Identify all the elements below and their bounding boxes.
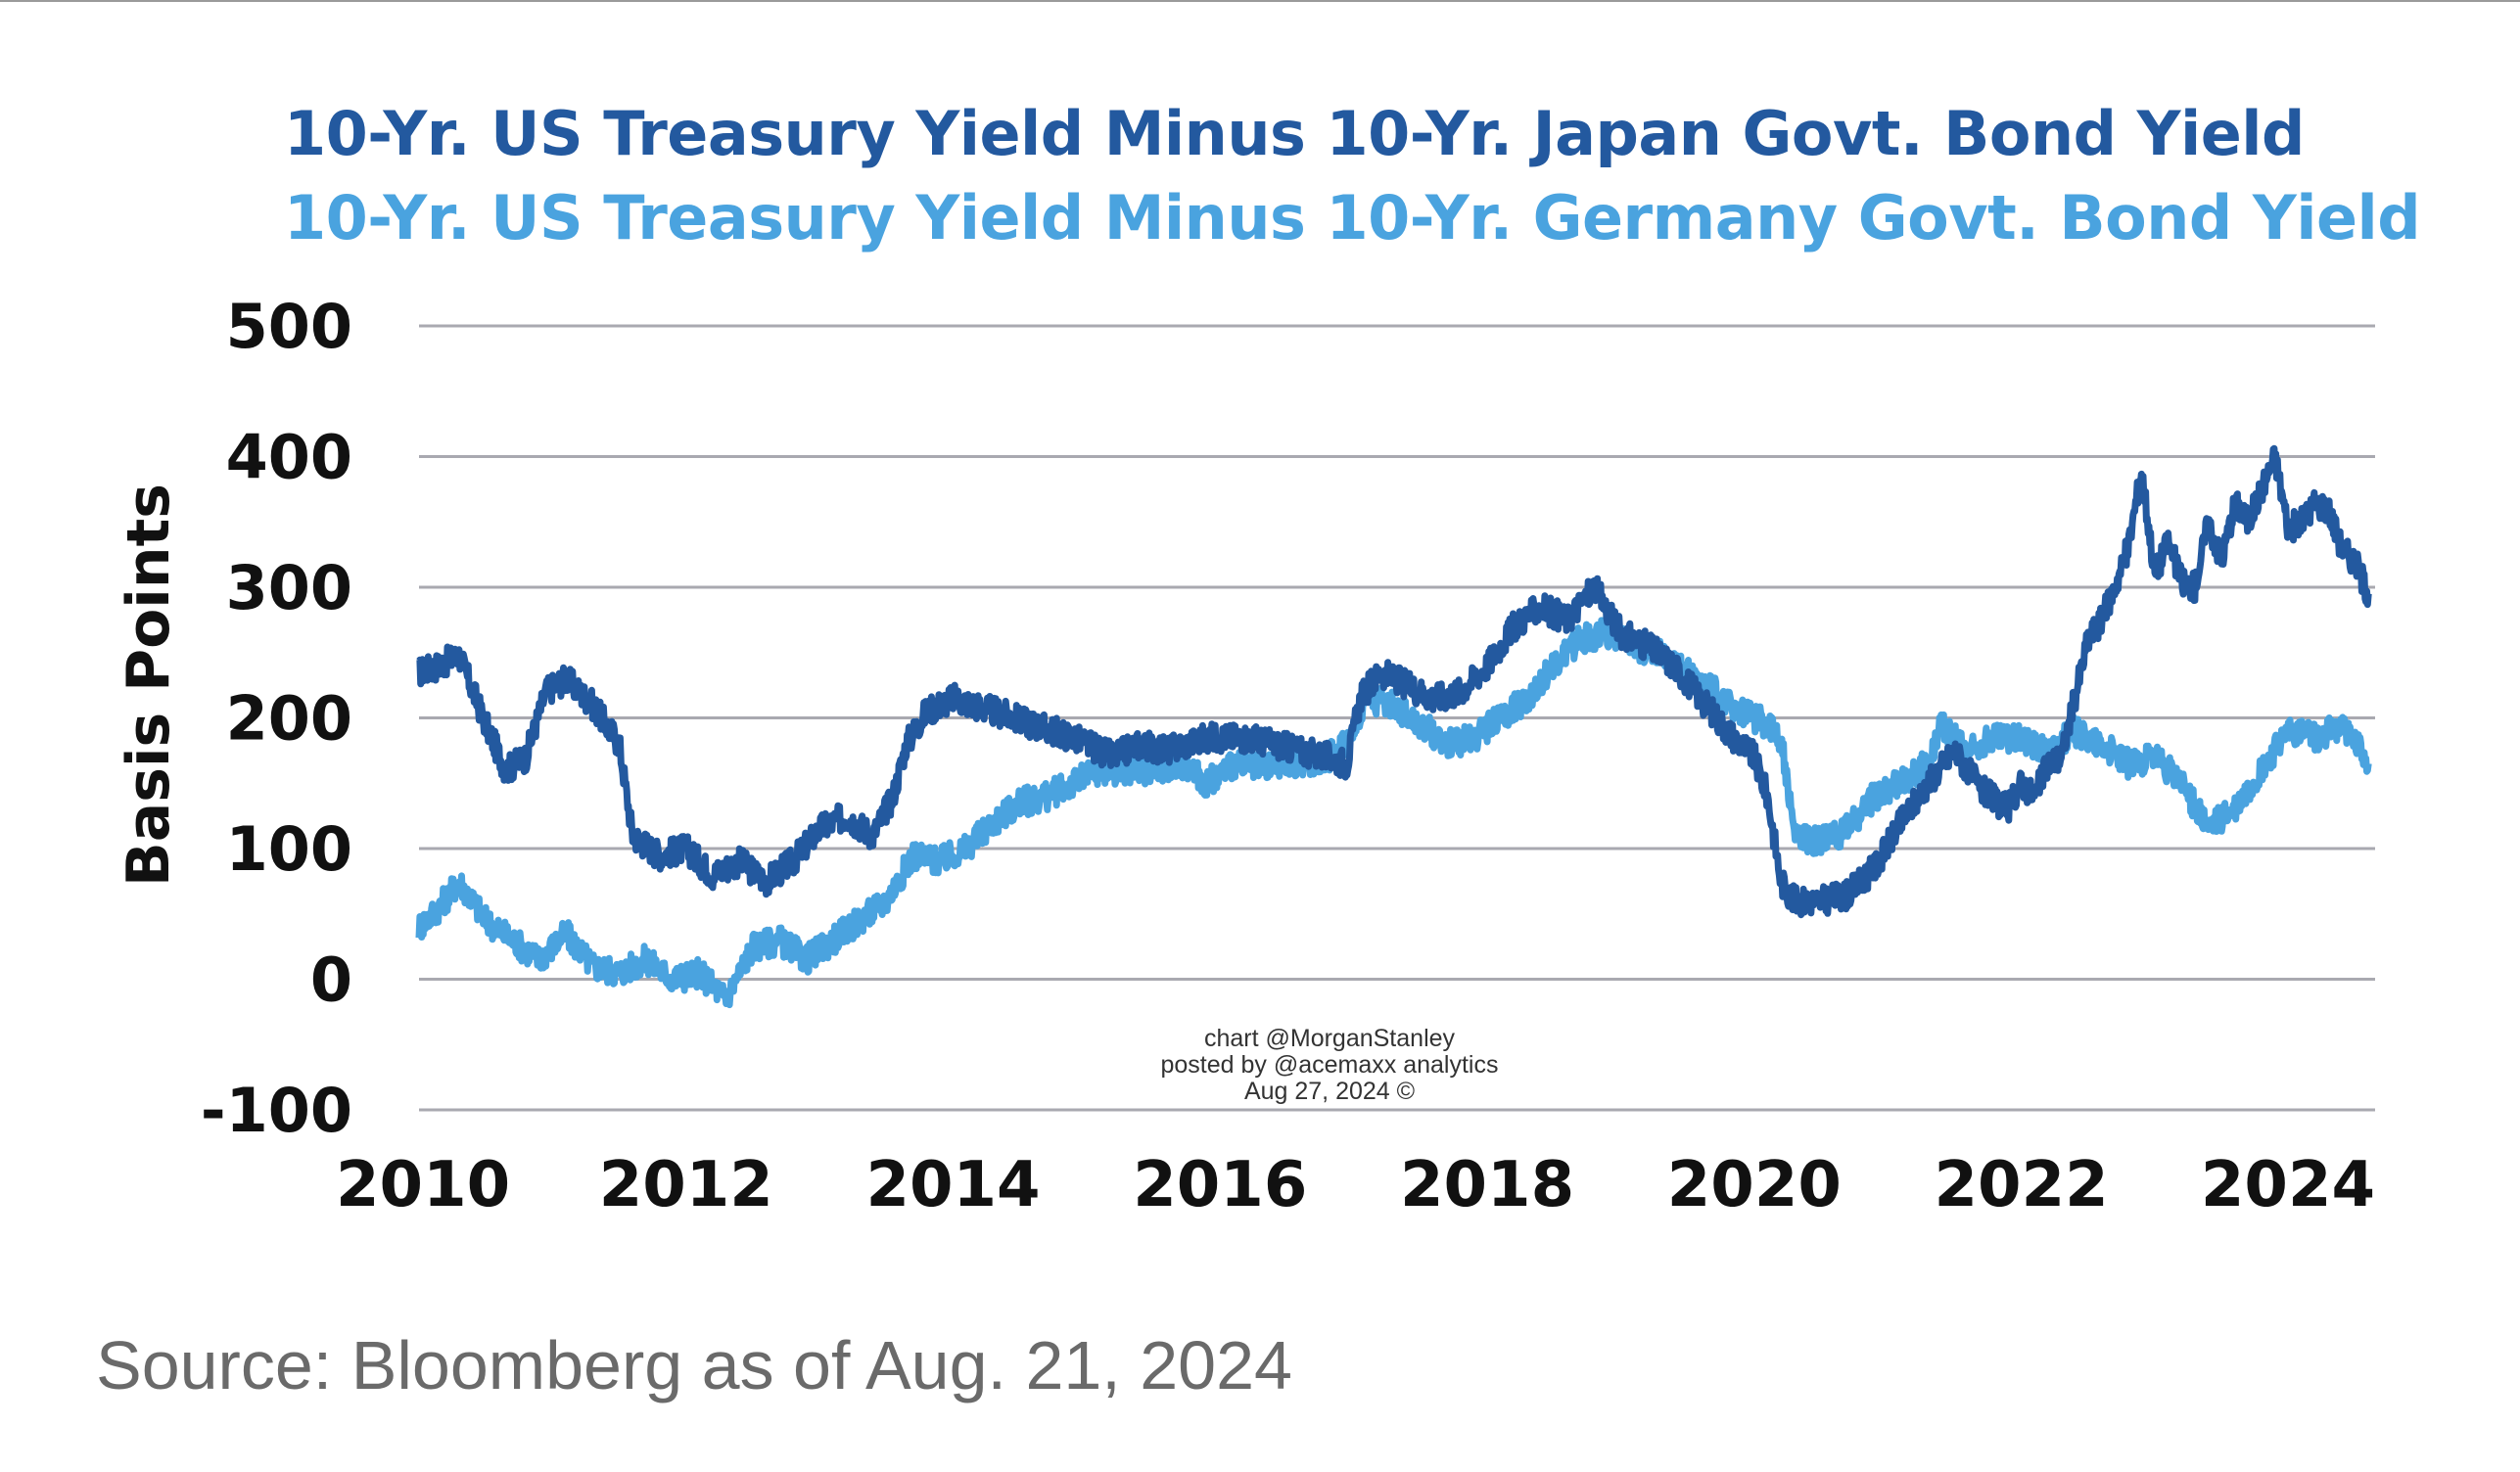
x-tick-label: 2024 — [2201, 1149, 2375, 1221]
x-tick-label: 2014 — [865, 1149, 1040, 1221]
y-tick-label: 300 — [226, 552, 352, 623]
y-tick-label: 400 — [226, 422, 352, 493]
y-tick-label: 200 — [226, 683, 352, 755]
x-tick-label: 2018 — [1400, 1149, 1574, 1221]
series-line-japan — [416, 444, 2372, 919]
series-lines — [415, 444, 2372, 1009]
watermark-line-2: posted by @acemaxx analytics — [1161, 1051, 1499, 1079]
x-tick-label: 2020 — [1667, 1149, 1842, 1221]
legend-entry-japan: 10-Yr. US Treasury Yield Minus 10-Yr. Ja… — [284, 98, 2305, 169]
watermark-line-3: Aug 27, 2024 © — [1244, 1078, 1416, 1105]
x-tick-label: 2010 — [336, 1149, 510, 1221]
x-tick-label: 2012 — [599, 1149, 773, 1221]
x-tick-labels: 2010 2012 2014 2016 2018 2020 2022 2024 — [336, 1149, 2375, 1221]
y-tick-labels: 500 400 300 200 100 0 -100 — [201, 291, 352, 1146]
watermark: chart @MorganStanley posted by @acemaxx … — [1161, 1025, 1499, 1105]
source-note: Source: Bloomberg as of Aug. 21, 2024 — [96, 1327, 1292, 1403]
y-tick-label: 500 — [226, 291, 352, 362]
y-axis-label: Basis Points — [115, 483, 183, 887]
watermark-line-1: chart @MorganStanley — [1204, 1025, 1456, 1052]
x-tick-label: 2016 — [1133, 1149, 1307, 1221]
top-divider — [0, 0, 2520, 2]
legend-entry-germany: 10-Yr. US Treasury Yield Minus 10-Yr. Ge… — [284, 182, 2421, 253]
y-tick-label: 0 — [310, 944, 352, 1016]
y-tick-label: 100 — [226, 813, 352, 885]
y-tick-label: -100 — [201, 1075, 352, 1146]
x-tick-label: 2022 — [1935, 1149, 2109, 1221]
